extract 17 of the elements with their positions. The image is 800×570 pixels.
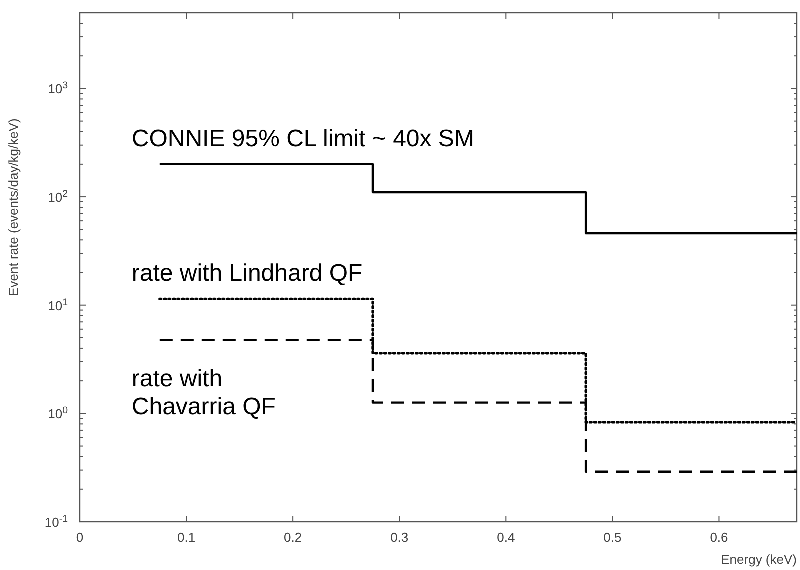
x-axis-title: Energy (keV) <box>721 552 797 567</box>
y-tick-label: 10$^{-1}$ <box>44 514 68 530</box>
x-tick-label: 0.4 <box>497 530 516 545</box>
y-tick-label: 10$^{1}$ <box>48 296 68 314</box>
y-axis-title: Event rate (events/day/kg/keV) <box>6 118 21 296</box>
series-label: rate with Chavarria QF <box>132 365 276 420</box>
y-tick-label: 10$^{2}$ <box>48 188 68 206</box>
x-tick-label: 0.1 <box>178 530 196 545</box>
series-label: CONNIE 95% CL limit ~ 40x SM <box>132 125 474 152</box>
y-tick-label: 10$^{0}$ <box>48 405 69 422</box>
x-tick-label: 0.6 <box>710 530 728 545</box>
series-label: rate with Lindhard QF <box>132 260 363 288</box>
y-tick-label: 10$^{3}$ <box>48 80 68 97</box>
x-tick-label: 0 <box>76 530 84 545</box>
x-tick-label: 0.3 <box>390 530 409 545</box>
x-tick-label: 0.5 <box>604 530 622 545</box>
x-tick-label: 0.2 <box>284 530 302 545</box>
